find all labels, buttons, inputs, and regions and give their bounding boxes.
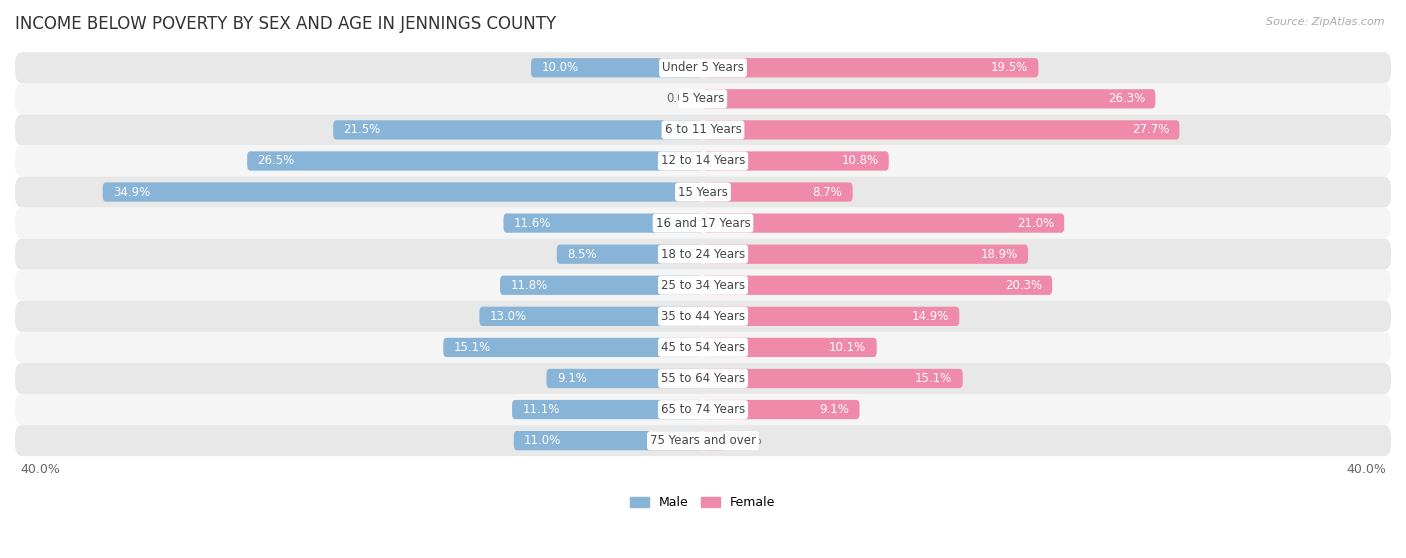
Text: INCOME BELOW POVERTY BY SEX AND AGE IN JENNINGS COUNTY: INCOME BELOW POVERTY BY SEX AND AGE IN J… [15, 15, 557, 33]
Text: 18.9%: 18.9% [980, 248, 1018, 261]
FancyBboxPatch shape [513, 431, 703, 450]
FancyBboxPatch shape [103, 182, 703, 201]
FancyBboxPatch shape [703, 276, 1052, 295]
Text: 15.1%: 15.1% [915, 372, 952, 385]
Text: 11.0%: 11.0% [524, 434, 561, 447]
Legend: Male, Female: Male, Female [626, 491, 780, 514]
Text: 6 to 11 Years: 6 to 11 Years [665, 123, 741, 136]
Text: 10.1%: 10.1% [830, 341, 866, 354]
Text: 25 to 34 Years: 25 to 34 Years [661, 279, 745, 292]
Text: 19.5%: 19.5% [991, 61, 1028, 74]
FancyBboxPatch shape [15, 146, 1391, 176]
Text: 13.0%: 13.0% [489, 310, 527, 323]
FancyBboxPatch shape [557, 244, 703, 264]
Text: 21.0%: 21.0% [1017, 217, 1054, 230]
FancyBboxPatch shape [703, 338, 877, 357]
Text: 9.1%: 9.1% [557, 372, 586, 385]
Text: 15.1%: 15.1% [454, 341, 491, 354]
FancyBboxPatch shape [15, 270, 1391, 301]
FancyBboxPatch shape [703, 214, 1064, 233]
FancyBboxPatch shape [547, 369, 703, 388]
FancyBboxPatch shape [703, 369, 963, 388]
FancyBboxPatch shape [15, 208, 1391, 239]
FancyBboxPatch shape [15, 394, 1391, 425]
Text: Source: ZipAtlas.com: Source: ZipAtlas.com [1267, 17, 1385, 27]
FancyBboxPatch shape [15, 239, 1391, 270]
FancyBboxPatch shape [703, 431, 725, 450]
FancyBboxPatch shape [443, 338, 703, 357]
FancyBboxPatch shape [15, 83, 1391, 114]
Text: 14.9%: 14.9% [911, 310, 949, 323]
FancyBboxPatch shape [703, 151, 889, 171]
FancyBboxPatch shape [247, 151, 703, 171]
FancyBboxPatch shape [703, 182, 852, 201]
FancyBboxPatch shape [703, 307, 959, 326]
FancyBboxPatch shape [15, 301, 1391, 332]
Text: 40.0%: 40.0% [20, 463, 60, 476]
Text: 8.5%: 8.5% [567, 248, 596, 261]
Text: 15 Years: 15 Years [678, 186, 728, 199]
Text: 1.3%: 1.3% [733, 434, 762, 447]
Text: 16 and 17 Years: 16 and 17 Years [655, 217, 751, 230]
Text: 10.8%: 10.8% [841, 155, 879, 167]
FancyBboxPatch shape [15, 425, 1391, 456]
FancyBboxPatch shape [703, 89, 1156, 108]
FancyBboxPatch shape [333, 121, 703, 140]
Text: 8.7%: 8.7% [813, 186, 842, 199]
Text: 27.7%: 27.7% [1132, 123, 1170, 136]
FancyBboxPatch shape [703, 244, 1028, 264]
FancyBboxPatch shape [15, 52, 1391, 83]
Text: 65 to 74 Years: 65 to 74 Years [661, 403, 745, 416]
Text: 34.9%: 34.9% [112, 186, 150, 199]
Text: 35 to 44 Years: 35 to 44 Years [661, 310, 745, 323]
Text: 20.3%: 20.3% [1005, 279, 1042, 292]
Text: 21.5%: 21.5% [343, 123, 381, 136]
Text: 12 to 14 Years: 12 to 14 Years [661, 155, 745, 167]
Text: 11.6%: 11.6% [513, 217, 551, 230]
Text: 11.8%: 11.8% [510, 279, 547, 292]
Text: 11.1%: 11.1% [523, 403, 560, 416]
FancyBboxPatch shape [15, 332, 1391, 363]
Text: 26.3%: 26.3% [1108, 92, 1144, 105]
Text: 5 Years: 5 Years [682, 92, 724, 105]
Text: 10.0%: 10.0% [541, 61, 578, 74]
FancyBboxPatch shape [501, 276, 703, 295]
Text: 0.0%: 0.0% [666, 92, 696, 105]
Text: 45 to 54 Years: 45 to 54 Years [661, 341, 745, 354]
FancyBboxPatch shape [531, 58, 703, 78]
Text: 26.5%: 26.5% [257, 155, 295, 167]
Text: 40.0%: 40.0% [1346, 463, 1386, 476]
FancyBboxPatch shape [703, 121, 1180, 140]
FancyBboxPatch shape [479, 307, 703, 326]
FancyBboxPatch shape [15, 114, 1391, 146]
Text: 55 to 64 Years: 55 to 64 Years [661, 372, 745, 385]
FancyBboxPatch shape [15, 176, 1391, 208]
Text: Under 5 Years: Under 5 Years [662, 61, 744, 74]
FancyBboxPatch shape [703, 400, 859, 419]
FancyBboxPatch shape [703, 58, 1039, 78]
Text: 9.1%: 9.1% [820, 403, 849, 416]
FancyBboxPatch shape [15, 363, 1391, 394]
Text: 75 Years and over: 75 Years and over [650, 434, 756, 447]
Text: 18 to 24 Years: 18 to 24 Years [661, 248, 745, 261]
FancyBboxPatch shape [503, 214, 703, 233]
FancyBboxPatch shape [512, 400, 703, 419]
